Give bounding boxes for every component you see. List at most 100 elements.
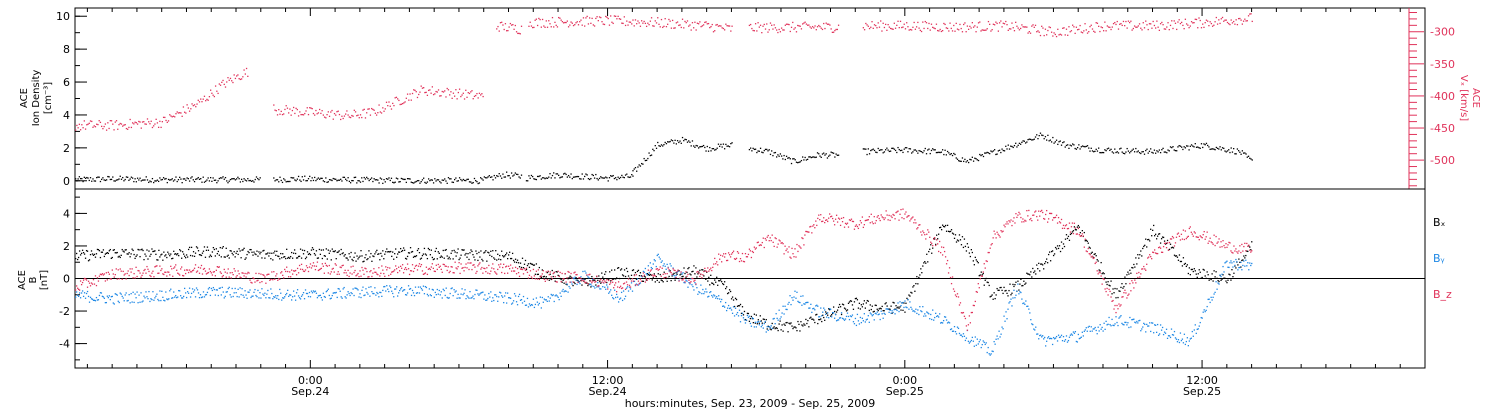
by-point — [338, 288, 340, 290]
velocity-point — [1042, 27, 1044, 29]
by-point — [580, 276, 582, 278]
bx-point — [424, 253, 427, 255]
bx-point — [681, 276, 683, 278]
by-point — [119, 292, 121, 294]
density-point — [932, 148, 934, 150]
by-point — [657, 253, 659, 256]
density-point — [297, 175, 300, 178]
velocity-point — [1053, 32, 1055, 34]
bz-point — [91, 283, 94, 285]
by-point — [715, 297, 717, 299]
by-point — [963, 335, 966, 337]
bx-point — [468, 258, 470, 261]
density-point — [813, 156, 815, 158]
velocity-point — [1094, 31, 1096, 33]
density-point — [911, 152, 913, 154]
velocity-point — [657, 17, 659, 19]
bx-point — [503, 256, 505, 258]
density-point — [389, 179, 391, 182]
bx-point — [1031, 276, 1033, 278]
velocity-point — [182, 106, 185, 108]
bx-point — [581, 284, 583, 286]
velocity-point — [247, 75, 249, 77]
by-point — [551, 294, 553, 297]
bz-point — [323, 272, 325, 274]
bz-point — [168, 271, 170, 273]
density-point — [792, 158, 794, 160]
by-point — [304, 289, 307, 291]
density-point — [1193, 146, 1195, 148]
bx-point — [906, 297, 908, 300]
by-point — [399, 289, 401, 292]
velocity-point — [517, 32, 519, 35]
bx-point — [152, 250, 154, 253]
bz-point — [634, 284, 637, 286]
bz-point — [406, 263, 409, 265]
by-point — [664, 265, 666, 267]
velocity-point — [792, 21, 794, 24]
density-point — [863, 148, 866, 150]
density-point — [75, 178, 77, 180]
bx-point — [1043, 268, 1045, 270]
density-point — [374, 179, 377, 181]
velocity-point — [119, 122, 121, 125]
by-point — [967, 340, 970, 342]
bx-point — [1053, 253, 1056, 255]
bz-point — [668, 269, 670, 271]
density-point — [536, 175, 539, 178]
density-point — [98, 176, 100, 178]
bz-point — [503, 263, 505, 265]
bx-point — [844, 308, 847, 310]
bx-point — [881, 305, 883, 308]
velocity-point — [192, 104, 194, 107]
density-point — [283, 178, 285, 180]
density-point — [503, 176, 505, 178]
bx-point — [649, 273, 651, 276]
velocity-point — [678, 24, 680, 27]
density-point — [955, 157, 957, 159]
velocity-point — [1022, 26, 1024, 28]
bx-point — [1177, 259, 1180, 261]
velocity-point — [1179, 22, 1182, 25]
bz-point — [561, 272, 563, 275]
velocity-point — [545, 20, 547, 22]
velocity-point — [218, 83, 220, 85]
density-point — [286, 180, 289, 183]
density-point — [233, 178, 235, 180]
bz-point — [401, 264, 404, 266]
by-point — [568, 285, 570, 288]
velocity-point — [622, 22, 624, 25]
density-point — [120, 178, 123, 180]
bx-point — [458, 258, 460, 261]
by-point — [286, 292, 288, 295]
bz-point — [392, 271, 394, 273]
density-point — [1164, 151, 1167, 153]
velocity-point — [536, 24, 539, 27]
density-point — [909, 148, 912, 150]
density-point — [1230, 147, 1232, 149]
by-point — [141, 301, 143, 303]
bz-point — [396, 268, 398, 270]
density-point — [788, 156, 790, 159]
bz-point — [520, 268, 523, 270]
bz-point — [282, 274, 284, 277]
bx-point — [405, 258, 408, 260]
bx-point — [618, 277, 621, 280]
bx-point — [403, 249, 406, 251]
by-point — [253, 291, 255, 294]
bz-point — [166, 275, 168, 277]
by-point — [1023, 302, 1025, 304]
bx-point — [1115, 297, 1117, 299]
density-point — [1234, 153, 1236, 155]
by-point — [1230, 260, 1232, 262]
bz-point — [305, 265, 308, 267]
velocity-point — [1083, 30, 1085, 32]
density-point — [627, 176, 629, 178]
bx-point — [905, 302, 907, 304]
by-point — [770, 325, 772, 327]
velocity-point — [934, 27, 936, 30]
bx-point — [373, 255, 375, 258]
bx-point — [523, 263, 526, 265]
bx-point — [253, 251, 255, 253]
by-point — [363, 294, 365, 297]
